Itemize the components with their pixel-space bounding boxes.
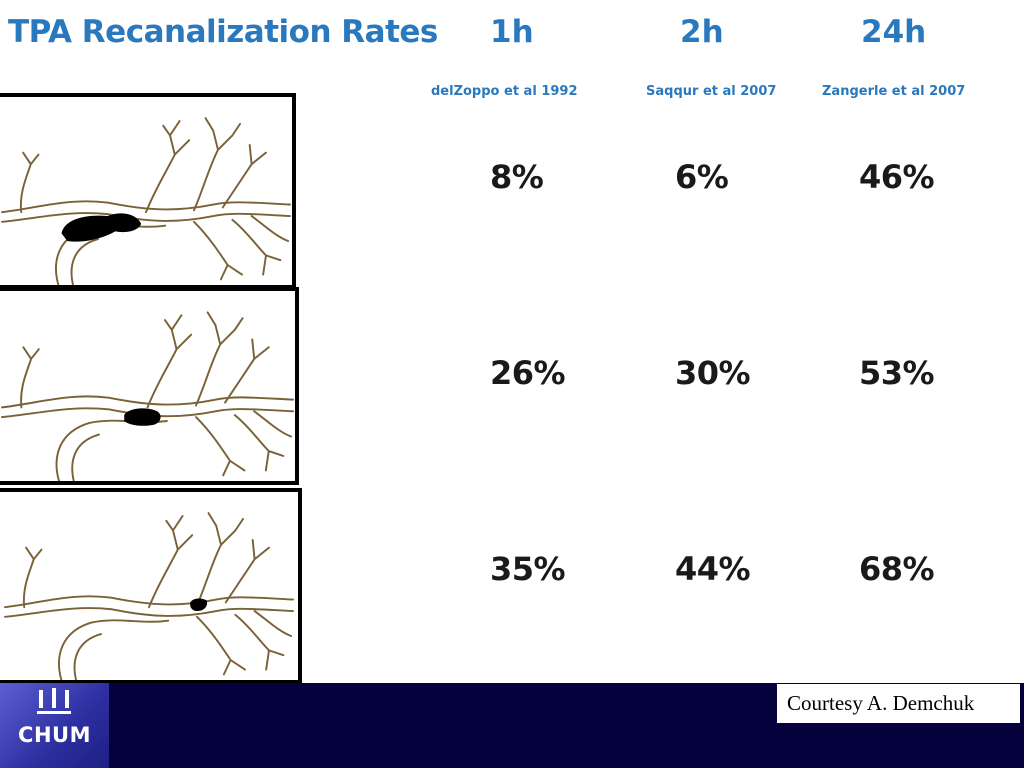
value-row3-1h: 35% [490, 550, 566, 588]
source-zangerle: Zangerle et al 2007 [822, 84, 966, 99]
logo-text: CHUM [18, 723, 91, 747]
vessel-diagram-middle-occlusion [0, 287, 299, 485]
column-header-1h: 1h [490, 14, 534, 50]
column-header-24h: 24h [861, 14, 927, 50]
vessel-tree [4, 512, 294, 680]
clot-marker [61, 213, 142, 242]
clot-marker [124, 408, 161, 426]
clot-marker [190, 598, 208, 612]
chum-logo: CHUM [0, 683, 109, 768]
vessel-diagram-distal-occlusion [0, 488, 302, 684]
value-row2-1h: 26% [490, 354, 566, 392]
value-row1-2h: 6% [675, 158, 729, 196]
source-delzoppo: delZoppo et al 1992 [431, 84, 578, 99]
vessel-diagram-proximal-occlusion [0, 93, 296, 289]
value-row3-2h: 44% [675, 550, 751, 588]
value-row1-24h: 46% [859, 158, 935, 196]
label-mask [101, 647, 197, 680]
slide-title: TPA Recanalization Rates [8, 14, 438, 50]
column-header-2h: 2h [680, 14, 724, 50]
source-saqqur: Saqqur et al 2007 [646, 84, 777, 99]
value-row2-2h: 30% [675, 354, 751, 392]
value-row3-24h: 68% [859, 550, 935, 588]
vessel-tree [1, 117, 291, 285]
label-mask [103, 446, 201, 481]
value-row1-1h: 8% [490, 158, 544, 196]
label-mask [112, 250, 209, 285]
value-row2-24h: 53% [859, 354, 935, 392]
chum-logo-mark-icon [37, 688, 71, 714]
courtesy-credit: Courtesy A. Demchuk [777, 684, 1020, 723]
